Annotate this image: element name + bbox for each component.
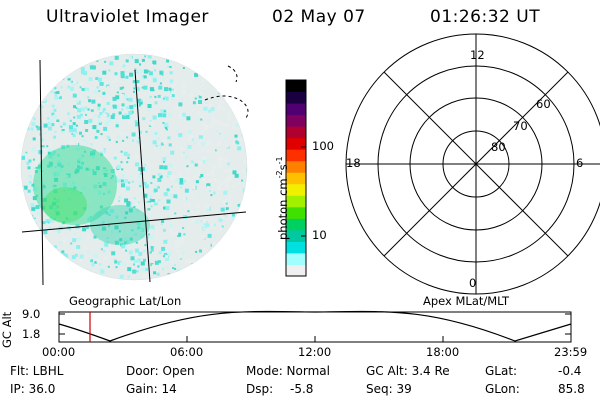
color-bar-band xyxy=(286,218,306,231)
info-gain: Gain: 14 xyxy=(126,382,177,396)
polar-lat-60: 60 xyxy=(536,97,551,111)
uv-image xyxy=(21,54,247,280)
colorbar-tick-10: 10 xyxy=(312,228,327,242)
apex-coord-label: Apex MLat/MLT xyxy=(423,294,510,308)
color-bar-band xyxy=(286,137,306,150)
polar-label-12: 12 xyxy=(470,48,485,62)
orbit-altitude-curve xyxy=(58,310,572,342)
polar-label-18: 18 xyxy=(346,156,361,170)
info-glat-label: GLat: xyxy=(485,364,518,378)
info-seq: Seq: 39 xyxy=(366,382,412,396)
polar-grid xyxy=(345,33,600,295)
timeline-tick-0600: 06:00 xyxy=(170,345,204,359)
color-bar-band xyxy=(286,126,306,139)
info-glat-value: -0.4 xyxy=(558,364,582,378)
color-bar-band xyxy=(286,252,306,265)
timeline-y-bottom: 1.8 xyxy=(22,327,41,341)
color-bar xyxy=(286,80,306,277)
header-date: 02 May 07 xyxy=(272,7,366,27)
unit-exp2: -1 xyxy=(275,156,284,165)
color-bar-band xyxy=(286,206,306,219)
earth-limb xyxy=(20,53,248,281)
info-glon-label: GLon: xyxy=(485,382,520,396)
timeline-axis-label: GC Alt xyxy=(0,311,14,348)
polar-lat-70: 70 xyxy=(513,119,528,133)
color-bar-band xyxy=(286,195,306,208)
coastline-dashed xyxy=(204,65,249,119)
color-bar-band xyxy=(286,103,306,116)
color-bar-band xyxy=(286,229,306,242)
timeline-tick-1800: 18:00 xyxy=(426,345,460,359)
color-bar-band xyxy=(286,183,306,196)
geographic-grid xyxy=(21,59,247,286)
info-gc-alt: GC Alt: 3.4 Re xyxy=(366,364,450,378)
color-bar-band xyxy=(286,172,306,185)
timeline-tick-1200: 12:00 xyxy=(298,345,332,359)
info-ip: IP: 36.0 xyxy=(10,382,56,396)
info-dsp-value: -5.8 xyxy=(290,382,314,396)
info-door: Door: Open xyxy=(126,364,195,378)
header-time: 01:26:32 UT xyxy=(430,7,541,27)
timeline-tick-2359: 23:59 xyxy=(554,345,588,359)
timeline-xticks xyxy=(186,336,444,342)
unit-exp1: -2 xyxy=(275,170,284,179)
instrument-title: Ultraviolet Imager xyxy=(46,7,209,27)
geographic-coord-label: Geographic Lat/Lon xyxy=(69,294,182,308)
info-mode: Mode: Normal xyxy=(246,364,330,378)
unit-s: s xyxy=(275,164,290,171)
color-bar-band xyxy=(286,114,306,127)
info-filter: Flt: LBHL xyxy=(10,364,64,378)
color-bar-band xyxy=(286,80,306,93)
polar-lat-80: 80 xyxy=(491,140,506,154)
color-bar-band xyxy=(286,149,306,162)
color-bar-band xyxy=(286,91,306,104)
color-bar-band xyxy=(286,160,306,173)
polar-label-0: 0 xyxy=(469,276,477,290)
color-bar-frame xyxy=(285,79,307,277)
timeline-tick-0000: 00:00 xyxy=(42,345,76,359)
info-dsp-label: Dsp: xyxy=(246,382,274,396)
polar-label-6: 6 xyxy=(576,156,584,170)
unit-photon: photon cm xyxy=(275,178,290,240)
colorbar-unit-label: photon cm-2s-1 xyxy=(275,156,290,240)
timeline-yticks xyxy=(59,313,571,335)
color-bar-band xyxy=(286,264,306,277)
timeline-y-top: 9.0 xyxy=(22,307,41,321)
colorbar-tick-100: 100 xyxy=(312,139,334,153)
color-bar-band xyxy=(286,241,306,254)
color-bar-ticks xyxy=(301,146,306,237)
info-glon-value: 85.8 xyxy=(558,382,585,396)
